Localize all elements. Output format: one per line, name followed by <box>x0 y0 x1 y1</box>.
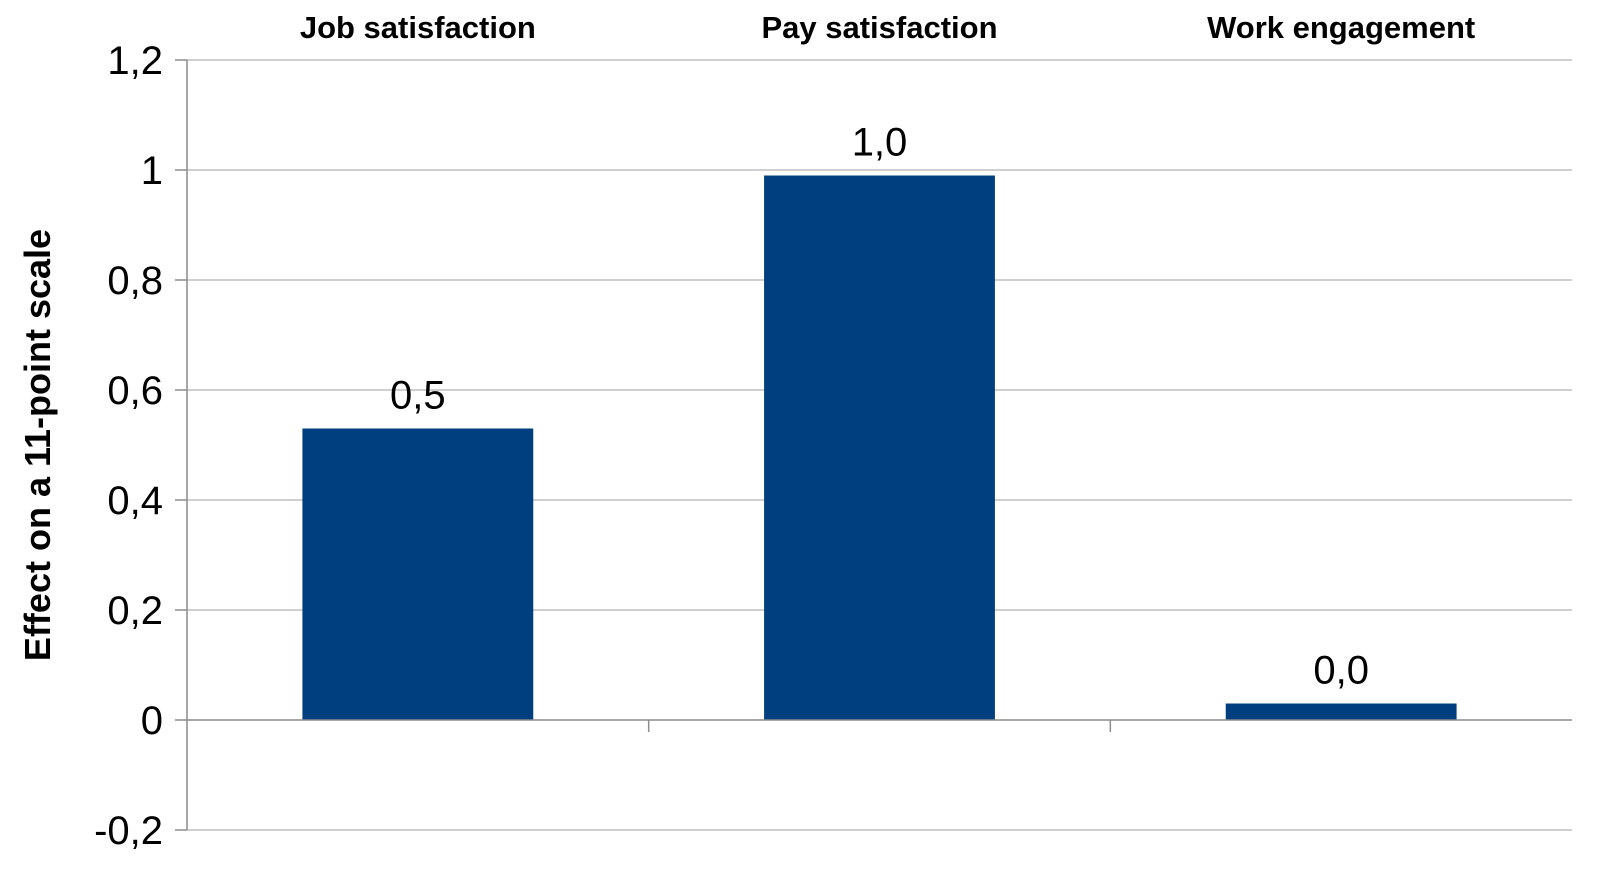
category-label: Pay satisfaction <box>761 10 997 45</box>
y-axis-title: Effect on a 11-point scale <box>17 229 58 661</box>
bar <box>764 175 995 720</box>
y-tick-label: 0,6 <box>107 369 163 413</box>
bar <box>302 428 534 720</box>
y-tick-label: -0,2 <box>94 809 163 853</box>
y-tick-label: 1 <box>141 149 163 193</box>
category-label: Work engagement <box>1207 10 1475 45</box>
bar <box>1225 703 1457 720</box>
y-tick-label: 0 <box>141 699 163 743</box>
axes <box>175 59 1572 831</box>
y-tick-label: 0,2 <box>107 589 163 633</box>
data-label: 0,5 <box>390 374 446 418</box>
data-label: 1,0 <box>852 121 908 165</box>
bars <box>302 175 1457 720</box>
labels: -0,2 0 0,2 0,4 0,6 0,8 1 1,2 0,5 Job satisfaction… <box>94 10 1475 853</box>
y-tick-label: 1,2 <box>107 39 163 83</box>
category-label: Job satisfaction <box>300 10 536 45</box>
y-tick-label: 0,4 <box>107 479 163 523</box>
y-tick-label: 0,8 <box>107 259 163 303</box>
data-label: 0,0 <box>1313 649 1369 693</box>
